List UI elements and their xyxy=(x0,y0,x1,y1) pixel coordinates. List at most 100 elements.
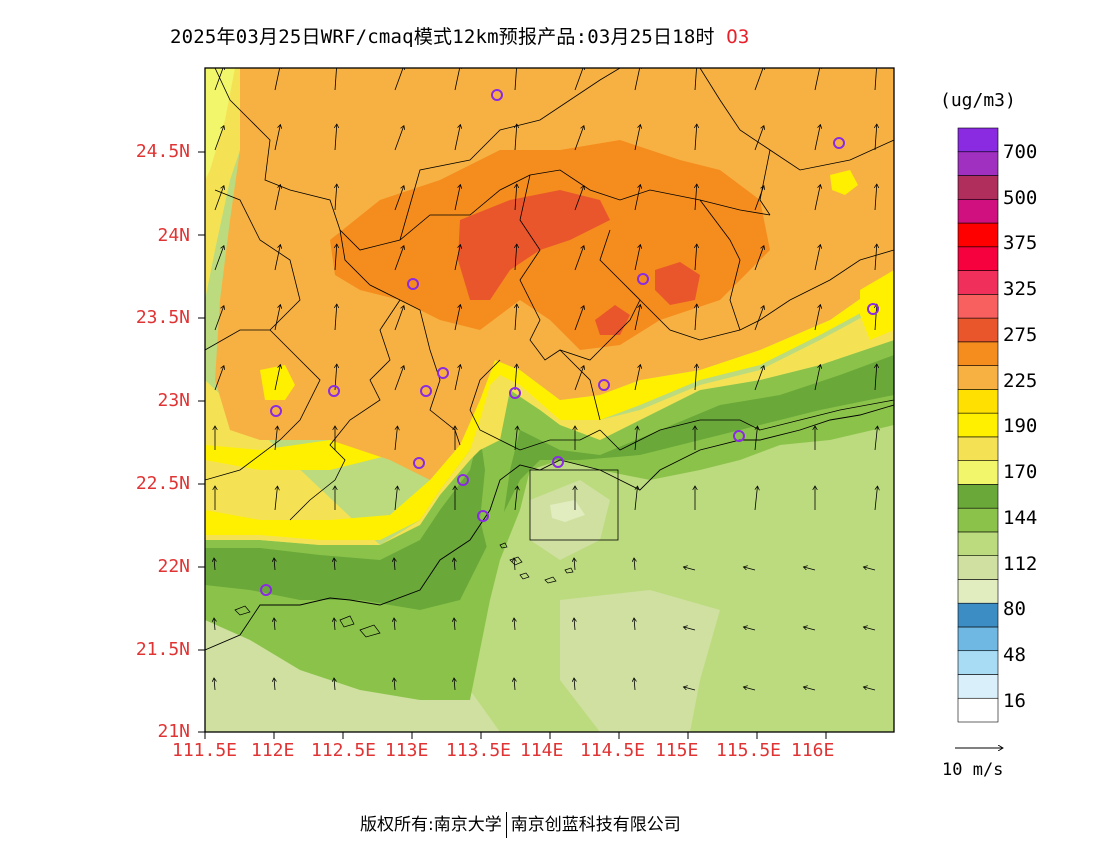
wind-vector xyxy=(515,184,517,211)
lat-label-21.5N: 21.5N xyxy=(135,639,190,660)
copyright-footer: 版权所有:南京大学 南京创蓝科技有限公司 xyxy=(360,810,681,838)
lat-label-24N: 24N xyxy=(157,225,190,246)
legend-label-325: 325 xyxy=(1003,278,1038,300)
wind-vector xyxy=(683,627,696,631)
wind-vector xyxy=(875,68,877,91)
lon-label-115.5E: 115.5E xyxy=(716,740,782,761)
wind-vector xyxy=(335,184,337,211)
wind-vector xyxy=(863,567,876,571)
legend-label-275: 275 xyxy=(1003,324,1038,346)
reference-vector-label: 10 m/s xyxy=(942,760,1004,780)
wind-vector xyxy=(814,305,820,331)
wind-vector xyxy=(754,486,758,511)
legend-swatch xyxy=(957,626,999,652)
wind-vector xyxy=(574,678,575,691)
lat-label-23N: 23N xyxy=(157,390,190,411)
legend-swatch xyxy=(957,531,999,556)
wind-vector xyxy=(814,185,820,211)
wind-vector xyxy=(514,618,515,631)
wind-vector xyxy=(515,364,517,391)
legend-swatch xyxy=(957,222,999,248)
wind-vector xyxy=(335,304,337,331)
wind-vector xyxy=(334,558,335,571)
map-title: 2025年03月25日WRF/cmaq模式12km预报产品:03月25日18时 … xyxy=(170,22,750,49)
wind-vector xyxy=(634,305,640,331)
legend-label-80: 80 xyxy=(1003,598,1026,620)
wind-vector xyxy=(574,246,584,271)
wind-vector xyxy=(574,186,584,211)
legend-label-170: 170 xyxy=(1003,461,1038,483)
legend-swatch xyxy=(957,507,999,533)
legend-swatch xyxy=(957,579,999,604)
wind-vector xyxy=(695,68,697,91)
legend-swatch xyxy=(957,151,999,176)
wind-vector xyxy=(394,246,404,271)
legend-swatch xyxy=(957,674,999,699)
wind-vector xyxy=(803,567,816,571)
wind-vector xyxy=(274,618,275,631)
wind-vector xyxy=(214,126,224,151)
wind-vector xyxy=(634,365,640,391)
wind-vector xyxy=(454,305,460,331)
wind-vector xyxy=(454,185,460,211)
legend-label-375: 375 xyxy=(1003,232,1038,254)
wind-vector xyxy=(394,618,395,631)
wind-vector xyxy=(515,244,517,271)
wind-vector xyxy=(214,246,224,271)
wind-vector xyxy=(335,68,337,91)
wind-vector xyxy=(574,618,575,631)
wind-vector xyxy=(334,618,335,631)
lon-label-114.5E: 114.5E xyxy=(580,740,646,761)
legend-swatch xyxy=(957,294,999,319)
station-marker xyxy=(477,510,489,522)
wind-vector xyxy=(274,68,280,91)
wind-vector xyxy=(335,124,337,151)
wind-vector xyxy=(274,426,278,451)
wind-vector xyxy=(454,678,455,691)
wind-vector xyxy=(515,68,517,91)
station-marker xyxy=(270,405,282,417)
lon-label-112E: 112E xyxy=(251,740,295,761)
lon-label-113.5E: 113.5E xyxy=(446,740,512,761)
wind-vector xyxy=(454,558,455,571)
station-marker xyxy=(420,385,432,397)
wind-vector xyxy=(634,245,640,271)
copyright-left: 版权所有:南京大学 xyxy=(360,815,502,835)
wind-vector xyxy=(514,426,518,451)
wind-vector xyxy=(803,687,816,691)
wind-vector xyxy=(574,126,584,151)
wind-vector xyxy=(634,618,635,631)
legend-label-16: 16 xyxy=(1003,690,1026,712)
legend-swatch xyxy=(957,127,999,153)
wind-vector xyxy=(754,426,758,451)
wind-vector xyxy=(274,678,275,691)
wind-vector xyxy=(514,558,515,571)
wind-vector xyxy=(875,184,877,211)
legend-label-144: 144 xyxy=(1003,507,1038,529)
station-marker xyxy=(833,137,845,149)
concentration-field xyxy=(205,68,894,732)
wind-vector xyxy=(754,306,764,331)
wind-vector xyxy=(214,678,215,691)
legend-label-500: 500 xyxy=(1003,187,1038,209)
wind-vector xyxy=(695,244,697,271)
wind-vector xyxy=(214,558,215,571)
wind-vector xyxy=(634,68,640,91)
wind-vector xyxy=(454,68,460,91)
wind-vector xyxy=(683,687,696,691)
wind-vector xyxy=(814,68,820,91)
legend-label-112: 112 xyxy=(1003,553,1038,575)
wind-vector xyxy=(875,364,877,391)
lat-label-22.5N: 22.5N xyxy=(135,473,190,494)
copyright-separator xyxy=(505,812,507,838)
wind-vector xyxy=(743,627,756,631)
legend-swatch xyxy=(957,317,999,343)
legend-swatch xyxy=(957,555,999,580)
wind-vector xyxy=(695,364,697,391)
station-marker xyxy=(867,303,879,315)
wind-vector xyxy=(515,304,517,331)
wind-vector xyxy=(743,567,756,571)
legend-colorbar xyxy=(957,127,999,723)
wind-vector xyxy=(274,185,280,211)
